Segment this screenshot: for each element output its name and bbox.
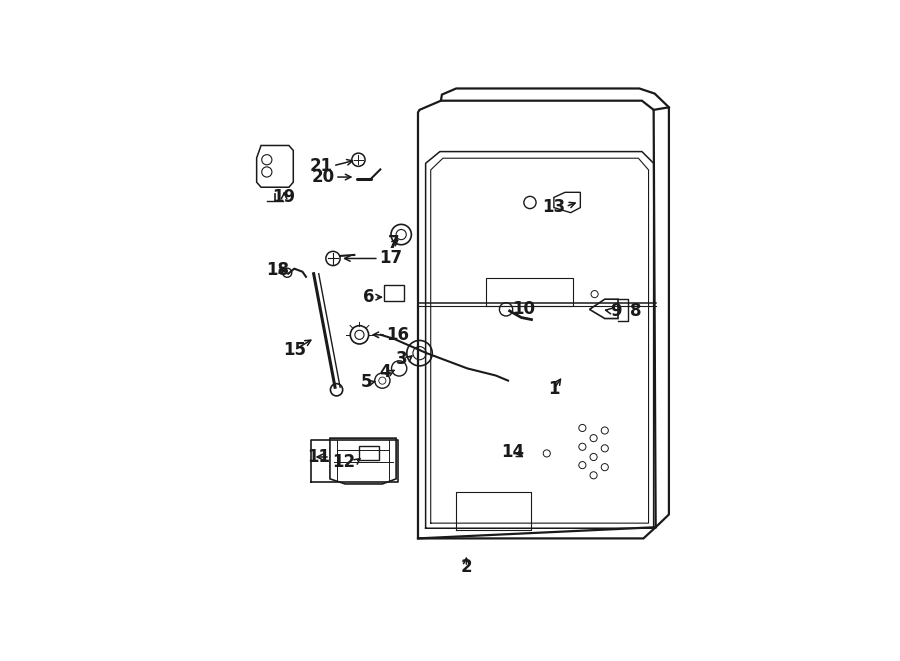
Text: 9: 9: [610, 302, 622, 320]
Text: 15: 15: [283, 341, 306, 359]
Text: 8: 8: [630, 302, 642, 320]
Text: 21: 21: [310, 157, 333, 175]
Text: 5: 5: [361, 373, 373, 391]
Text: 7: 7: [388, 234, 400, 253]
Text: 2: 2: [461, 558, 472, 576]
Text: 17: 17: [379, 249, 402, 268]
Text: 13: 13: [543, 198, 565, 215]
Text: 10: 10: [512, 300, 535, 319]
Text: 4: 4: [380, 363, 391, 381]
Text: 14: 14: [501, 443, 525, 461]
Text: 18: 18: [266, 261, 290, 279]
Text: 12: 12: [332, 453, 356, 471]
Text: 3: 3: [396, 350, 408, 368]
Text: 20: 20: [312, 168, 335, 186]
Text: 6: 6: [364, 288, 374, 306]
Text: 19: 19: [273, 188, 296, 206]
Text: 11: 11: [307, 448, 330, 466]
Text: 16: 16: [386, 326, 409, 344]
Text: 1: 1: [548, 380, 560, 398]
